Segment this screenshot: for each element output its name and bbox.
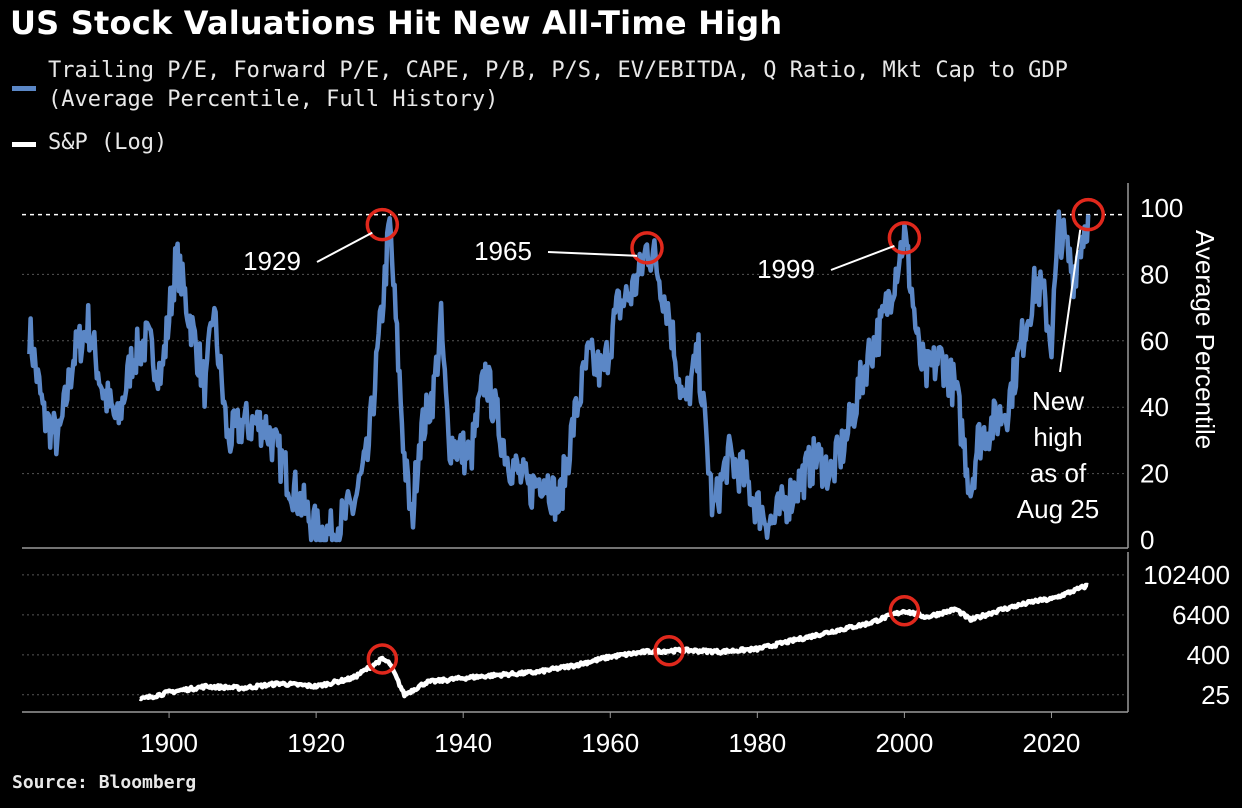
y-tick-label: 80 bbox=[1140, 259, 1169, 289]
annotation-label-new-high: Aug 25 bbox=[1017, 494, 1099, 524]
sp-series bbox=[138, 582, 1090, 702]
axes bbox=[22, 183, 1129, 718]
highlight-circle bbox=[1071, 197, 1105, 232]
log-tick-label: 102400 bbox=[1143, 560, 1230, 590]
annotation-label: 1965 bbox=[474, 236, 532, 266]
chart-title: US Stock Valuations Hit New All-Time Hig… bbox=[10, 4, 783, 42]
chart-labels: 0 20 40 60 80 100 25 400 6400 102400 1900 1920 1940 1… bbox=[140, 193, 1230, 758]
legend-valuation-swatch bbox=[12, 86, 36, 91]
sp-highlight-circle bbox=[653, 635, 685, 667]
x-tick-label: 2000 bbox=[875, 728, 933, 758]
highlight-circle bbox=[630, 231, 664, 265]
annotation-label-new-high: high bbox=[1033, 422, 1082, 452]
log-tick-label: 400 bbox=[1187, 640, 1230, 670]
annotation-leader bbox=[316, 231, 373, 263]
annotation-label: 1999 bbox=[757, 254, 815, 284]
log-tick-label: 6400 bbox=[1172, 600, 1230, 630]
x-tick-label: 2020 bbox=[1023, 728, 1081, 758]
sp-line bbox=[138, 582, 1090, 702]
valuation-line bbox=[27, 209, 1091, 543]
x-tick-label: 1960 bbox=[581, 728, 639, 758]
y-tick-label: 100 bbox=[1140, 193, 1183, 223]
legend-sp-swatch bbox=[12, 142, 36, 147]
y-tick-label: 60 bbox=[1140, 326, 1169, 356]
y-tick-label: 20 bbox=[1140, 459, 1169, 489]
highlight-circle bbox=[365, 207, 400, 242]
y-tick-label: 40 bbox=[1140, 392, 1169, 422]
annotation-label-new-high: New bbox=[1032, 386, 1084, 416]
annotation-leader bbox=[547, 251, 638, 257]
x-tick-label: 1980 bbox=[728, 728, 786, 758]
legend-valuation: Trailing P/E, Forward P/E, CAPE, P/B, P/… bbox=[12, 58, 1068, 112]
y-axis-label: Average Percentile bbox=[1190, 230, 1220, 449]
annotation-leader bbox=[830, 244, 895, 271]
highlight-marks bbox=[365, 197, 1105, 675]
y-tick-label: 0 bbox=[1140, 525, 1154, 555]
valuation-series bbox=[27, 209, 1091, 543]
sp-highlight-circle bbox=[888, 595, 921, 627]
annotation-label: 1929 bbox=[243, 246, 301, 276]
x-tick-label: 1940 bbox=[434, 728, 492, 758]
legend-sp: S&P (Log) bbox=[12, 130, 167, 155]
legend-sp-label: S&P (Log) bbox=[48, 130, 168, 155]
x-tick-label: 1920 bbox=[287, 728, 345, 758]
annotation-label-new-high: as of bbox=[1030, 458, 1087, 488]
legend-valuation-label-2: (Average Percentile, Full History) bbox=[48, 87, 499, 112]
annotation-leader bbox=[1059, 229, 1082, 373]
sp-highlight-circle bbox=[366, 643, 399, 675]
sp-grid bbox=[22, 574, 1125, 696]
x-tick-label: 1900 bbox=[140, 728, 198, 758]
log-tick-label: 25 bbox=[1201, 680, 1230, 710]
legend-valuation-label-1: Trailing P/E, Forward P/E, CAPE, P/B, P/… bbox=[48, 58, 1068, 83]
source-note: Source: Bloomberg bbox=[12, 772, 197, 793]
highlight-circle bbox=[887, 221, 922, 255]
